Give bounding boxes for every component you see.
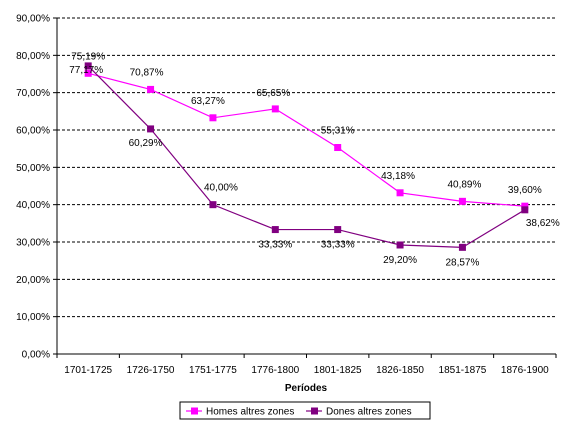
data-label: 63,27%: [191, 96, 225, 107]
data-label: 43,18%: [381, 171, 415, 182]
legend-label: Dones altres zones: [326, 407, 412, 418]
x-tick-label: 1751-1775: [189, 365, 237, 376]
y-tick-labels: 0,00% 10,00% 20,00% 30,00% 40,00% 50,00% 60,00…: [16, 14, 50, 361]
data-label: 40,00%: [204, 183, 238, 194]
x-tick-label: 1801-1825: [314, 365, 362, 376]
x-tick-label: 1776-1800: [251, 365, 299, 376]
data-label: 60,29%: [129, 138, 163, 149]
axes: [53, 17, 557, 358]
data-point: [334, 226, 342, 234]
data-point: [396, 241, 404, 249]
data-point: [209, 201, 217, 209]
data-point: [271, 226, 279, 234]
data-label: 39,60%: [508, 185, 542, 196]
data-label: 40,89%: [447, 179, 481, 190]
legend-marker: [191, 407, 198, 415]
y-tick-label: 70,00%: [16, 88, 50, 99]
series-line-0: [88, 72, 525, 207]
data-point: [84, 62, 92, 70]
data-label: 70,87%: [130, 67, 164, 78]
x-tick-label: 1826-1850: [376, 365, 424, 376]
data-point: [147, 125, 155, 133]
x-tick-label: 1851-1875: [439, 365, 487, 376]
data-point: [521, 206, 529, 214]
legend-marker: [311, 407, 318, 415]
x-tick-labels: 1701-1725 1726-1750 1751-1775 1776-1800 1801…: [64, 365, 549, 376]
data-labels: 75,19% 70,87% 63,27% 65,65% 55,31% 43,18% 40,8…: [69, 51, 560, 268]
data-label: 33,33%: [321, 240, 355, 251]
data-label: 55,31%: [321, 126, 355, 137]
data-point: [396, 189, 404, 197]
y-tick-label: 10,00%: [16, 312, 50, 323]
y-tick-label: 50,00%: [16, 163, 50, 174]
data-point: [147, 85, 155, 93]
grid-lines: [57, 17, 556, 318]
data-label: 33,33%: [258, 240, 292, 251]
x-tick-label: 1876-1900: [501, 365, 549, 376]
x-tick-label: 1701-1725: [64, 365, 112, 376]
data-label: 77,17%: [69, 65, 103, 76]
data-label: 38,62%: [526, 218, 560, 229]
series-line-1: [87, 65, 526, 248]
y-tick-label: 80,00%: [16, 51, 50, 62]
y-tick-label: 20,00%: [16, 275, 50, 286]
data-point: [521, 202, 529, 210]
data-label: 65,65%: [256, 88, 290, 99]
y-tick-label: 0,00%: [22, 350, 50, 361]
data-point: [458, 197, 466, 205]
data-point: [458, 243, 466, 251]
x-tick-label: 1726-1750: [127, 365, 175, 376]
legend-box: [179, 401, 431, 420]
plot-area: [57, 18, 556, 354]
y-tick-label: 90,00%: [16, 14, 50, 25]
legend-label: Homes altres zones: [206, 407, 294, 418]
y-tick-label: 60,00%: [16, 126, 50, 137]
series-lines: [87, 65, 526, 248]
data-point: [271, 105, 279, 113]
data-label: 28,57%: [445, 257, 479, 268]
y-tick-label: 40,00%: [16, 200, 50, 211]
data-label: 75,19%: [71, 51, 105, 62]
x-axis-title: Períodes: [285, 383, 328, 394]
legend: Homes altres zones Dones altres zones: [179, 401, 431, 420]
data-point: [209, 114, 217, 122]
data-label: 29,20%: [383, 255, 417, 266]
y-tick-label: 30,00%: [16, 238, 50, 249]
data-point: [84, 69, 92, 77]
data-point: [334, 144, 342, 152]
series-points: [84, 62, 529, 251]
